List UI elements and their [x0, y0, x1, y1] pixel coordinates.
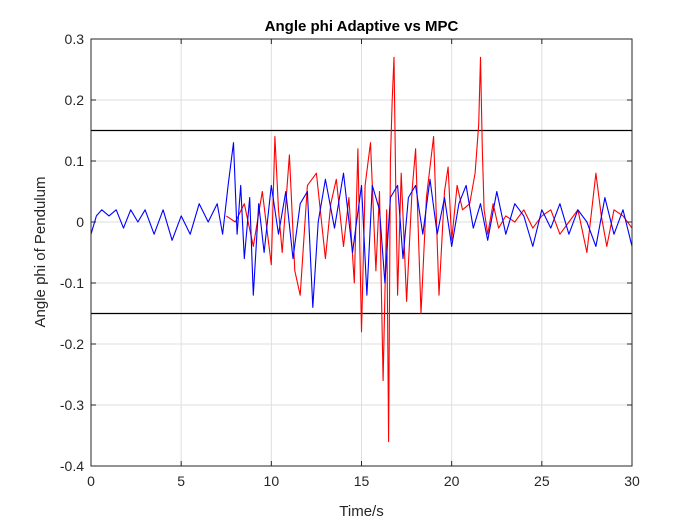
y-tick-label: -0.4: [60, 458, 84, 474]
x-tick-label: 20: [444, 473, 460, 489]
x-tick-label: 25: [534, 473, 550, 489]
y-tick-label: 0.2: [65, 92, 85, 108]
x-tick-label: 30: [624, 473, 640, 489]
series-line-2: [90, 142, 633, 308]
chart-title: Angle phi Adaptive vs MPC: [265, 18, 459, 35]
y-tick-label: 0.3: [65, 31, 85, 47]
y-axis-label: Angle phi of Pendulum: [32, 177, 49, 328]
ticks: 0 5 10 15 20 25 30 -0.4 -0.3 -0.2 -0.1 0 0.1 0.2 0.3: [60, 31, 640, 489]
y-tick-label: 0.1: [65, 153, 85, 169]
y-tick-label: -0.2: [60, 336, 84, 352]
y-tick-label: -0.1: [60, 275, 84, 291]
x-axis-label: Time/s: [339, 503, 383, 520]
x-tick-label: 0: [87, 473, 95, 489]
y-tick-label: 0: [76, 214, 84, 230]
series-group: [90, 56, 633, 443]
series-line-1: [225, 56, 633, 443]
x-tick-label: 15: [354, 473, 370, 489]
y-tick-label: -0.3: [60, 397, 84, 413]
x-tick-label: 10: [264, 473, 280, 489]
x-tick-label: 5: [177, 473, 185, 489]
